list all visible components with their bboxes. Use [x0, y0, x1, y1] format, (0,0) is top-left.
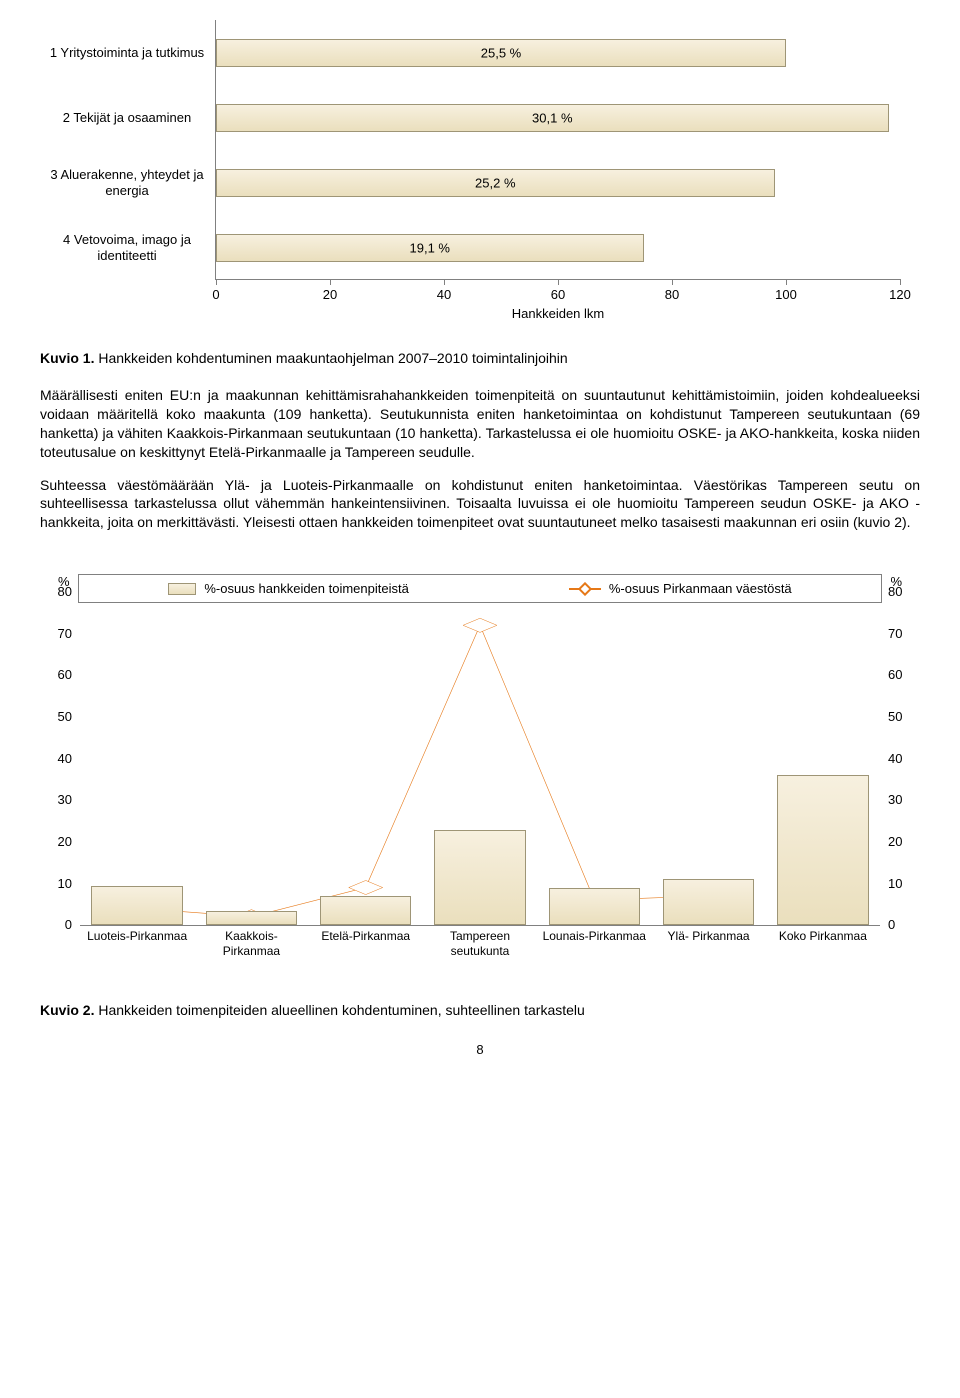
chart1-tick-label: 0	[212, 287, 219, 302]
chart2-xlabel: Tampereen seutukunta	[425, 929, 535, 958]
caption1-text: Hankkeiden kohdentuminen maakuntaohjelma…	[94, 350, 567, 366]
chart2-ytick-right: 50	[880, 709, 902, 724]
chart2-xlabel: Etelä-Pirkanmaa	[321, 929, 410, 943]
chart2-column: Etelä-Pirkanmaa	[309, 592, 423, 925]
chart2-plot: 0010102020303040405050606070708080Luotei…	[80, 592, 880, 926]
chart1-tick-label: 40	[437, 287, 451, 302]
chart1-tick-label: 80	[665, 287, 679, 302]
chart2-ytick-left: 20	[58, 834, 80, 849]
chart1-row: 3 Aluerakenne, yhteydet ja energia25,2 %	[216, 150, 900, 215]
chart1-bar-value: 25,2 %	[475, 175, 515, 190]
chart2-xlabel: Kaakkois-Pirkanmaa	[196, 929, 306, 958]
chart1-tick-label: 120	[889, 287, 911, 302]
chart2-ytick-right: 20	[880, 834, 902, 849]
chart2-column: Lounais-Pirkanmaa	[537, 592, 651, 925]
page-number: 8	[40, 1042, 920, 1057]
caption2-prefix: Kuvio 2.	[40, 1002, 94, 1018]
chart1-plot: Hankkeiden lkm 0204060801001201 Yritysto…	[215, 20, 900, 280]
chart2-ytick-right: 60	[880, 667, 902, 682]
chart2-column: Kaakkois-Pirkanmaa	[194, 592, 308, 925]
chart2: % % 0010102020303040405050606070708080Lu…	[40, 574, 920, 974]
chart2-ytick-left: 30	[58, 792, 80, 807]
chart2-ytick-left: 60	[58, 667, 80, 682]
chart1-tick-label: 100	[775, 287, 797, 302]
chart1-row: 4 Vetovoima, imago ja identiteetti19,1 %	[216, 215, 900, 280]
chart1-row: 2 Tekijät ja osaaminen30,1 %	[216, 85, 900, 150]
chart2-ytick-left: 80	[58, 584, 80, 599]
paragraph-1: Määrällisesti eniten EU:n ja maakunnan k…	[40, 386, 920, 462]
chart2-ytick-right: 40	[880, 751, 902, 766]
chart1-row-label: 2 Tekijät ja osaaminen	[46, 110, 216, 126]
chart2-bar	[91, 886, 182, 926]
chart2-ytick-right: 0	[880, 917, 895, 932]
chart1-xlabel: Hankkeiden lkm	[512, 306, 605, 321]
figure1-caption: Kuvio 1. Hankkeiden kohdentuminen maakun…	[40, 350, 920, 366]
paragraph-2: Suhteessa väestömäärään Ylä- ja Luoteis-…	[40, 476, 920, 533]
chart2-xlabel: Ylä- Pirkanmaa	[668, 929, 750, 943]
chart2-column: Koko Pirkanmaa	[766, 592, 880, 925]
chart1: Hankkeiden lkm 0 20 40 60 80 100 120 1 Yritysto…	[40, 20, 920, 320]
chart2-column: Tampereen seutukunta	[423, 592, 537, 925]
chart2-ytick-left: 10	[58, 876, 80, 891]
figure2-caption: Kuvio 2. Hankkeiden toimenpiteiden aluee…	[40, 1002, 920, 1018]
chart1-row-label: 4 Vetovoima, imago ja identiteetti	[46, 232, 216, 263]
chart2-ytick-left: 0	[65, 917, 80, 932]
chart2-column: Luoteis-Pirkanmaa	[80, 592, 194, 925]
caption1-prefix: Kuvio 1.	[40, 350, 94, 366]
chart1-tick-label: 60	[551, 287, 565, 302]
chart2-bar	[320, 896, 411, 925]
chart1-bar: 25,2 %	[216, 169, 775, 197]
chart1-bar: 19,1 %	[216, 234, 644, 262]
chart2-column: Ylä- Pirkanmaa	[651, 592, 765, 925]
chart2-bar	[549, 888, 640, 925]
chart2-xlabel: Lounais-Pirkanmaa	[539, 929, 649, 943]
chart1-bar-value: 25,5 %	[481, 45, 521, 60]
swatch-line-icon	[569, 582, 601, 596]
chart2-bar	[206, 911, 297, 926]
chart2-ytick-left: 40	[58, 751, 80, 766]
caption2-text: Hankkeiden toimenpiteiden alueellinen ko…	[94, 1002, 584, 1018]
chart1-bar: 30,1 %	[216, 104, 889, 132]
chart1-bar-value: 19,1 %	[410, 240, 450, 255]
chart2-xlabel: Koko Pirkanmaa	[779, 929, 867, 943]
chart1-row-label: 3 Aluerakenne, yhteydet ja energia	[46, 167, 216, 198]
chart1-row-label: 1 Yritystoiminta ja tutkimus	[46, 45, 216, 61]
chart2-bar	[663, 879, 754, 925]
chart2-bar	[434, 830, 525, 926]
chart2-ytick-left: 50	[58, 709, 80, 724]
chart2-bar	[777, 775, 868, 925]
chart1-bar: 25,5 %	[216, 39, 786, 67]
chart2-ytick-right: 30	[880, 792, 902, 807]
chart2-ytick-right: 70	[880, 626, 902, 641]
chart1-tick-label: 20	[323, 287, 337, 302]
chart2-ytick-left: 70	[58, 626, 80, 641]
chart2-ytick-right: 80	[880, 584, 902, 599]
chart1-bar-value: 30,1 %	[532, 110, 572, 125]
chart1-row: 1 Yritystoiminta ja tutkimus25,5 %	[216, 20, 900, 85]
chart2-xlabel: Luoteis-Pirkanmaa	[82, 929, 192, 943]
chart2-ytick-right: 10	[880, 876, 902, 891]
